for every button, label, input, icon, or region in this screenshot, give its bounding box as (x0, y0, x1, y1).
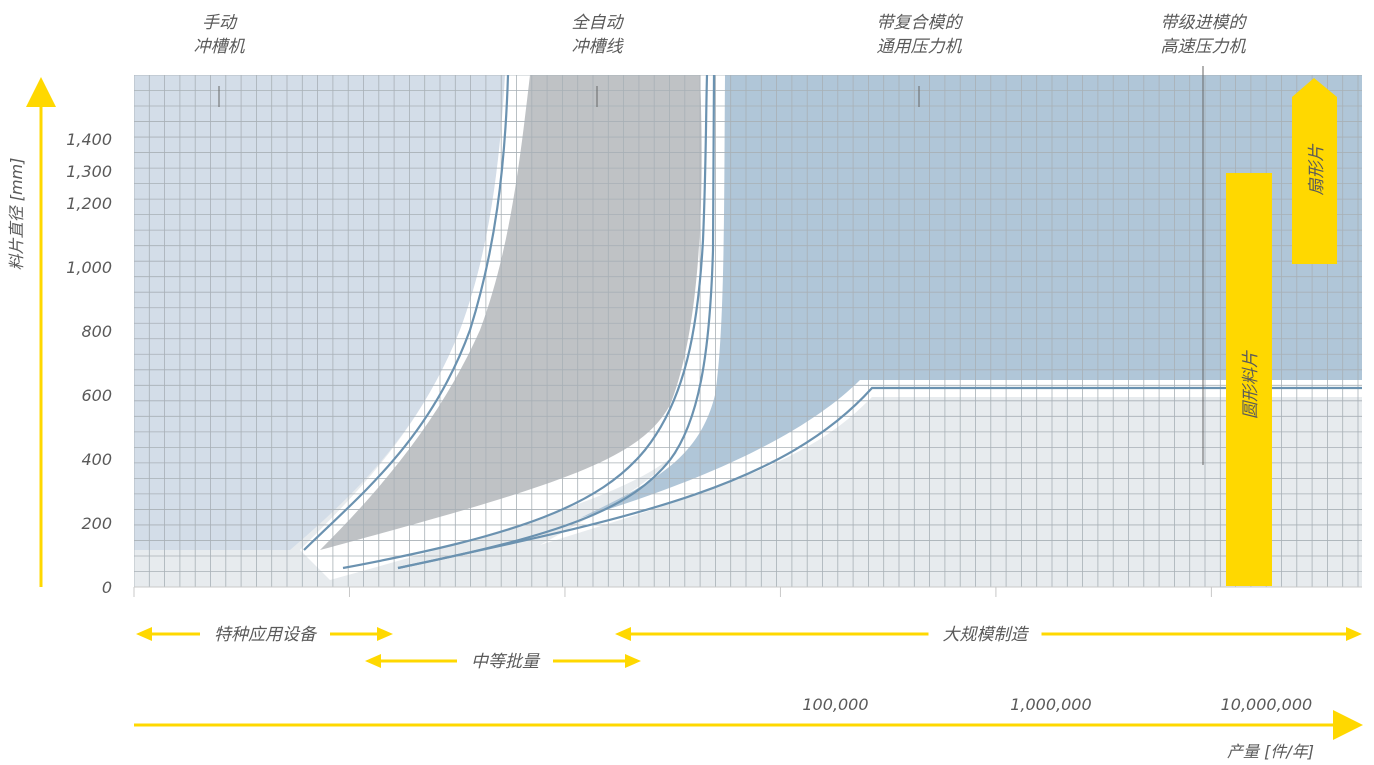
region-label-line: 冲槽线 (572, 37, 625, 57)
range-label: 中等批量 (471, 652, 541, 672)
region-label-line: 手动 (202, 13, 238, 33)
y-tick-label: 1,200 (66, 194, 112, 213)
y-tick-labels: 0 200 400 600 800 1,000 1,200 1,300 1,400 (66, 130, 112, 597)
y-axis-label: 料片直径 [mm] (7, 158, 26, 271)
region-highspeed-lower (360, 397, 1362, 587)
x-axis-label: 产量 [件/年] (1227, 742, 1314, 761)
range-arrow-head (377, 627, 393, 641)
y-tick-label: 1,000 (66, 258, 112, 277)
region-pointers (218, 66, 1204, 465)
range-arrow-head (1346, 627, 1362, 641)
y-tick-label: 600 (81, 386, 112, 405)
y-tick-label: 800 (81, 322, 112, 341)
range-arrow-head (365, 654, 381, 668)
bar-round-label: 圆形料片 (1241, 350, 1261, 419)
x-tick-label: 1,000,000 (1010, 695, 1091, 714)
y-tick-label: 1,300 (66, 162, 112, 181)
region-label-line: 通用压力机 (877, 37, 963, 57)
boundary-curves (303, 74, 1362, 570)
range-arrow-head (615, 627, 631, 641)
y-tick-label: 1,400 (66, 130, 112, 149)
region-label-line: 带级进模的 (1161, 13, 1248, 33)
bar-segment-label: 扇形片 (1307, 144, 1327, 196)
grid-lines (134, 75, 1362, 587)
bar-segment (1292, 78, 1337, 264)
y-tick-label: 200 (81, 514, 112, 533)
range-label: 特种应用设备 (214, 625, 318, 645)
x-tick-marks (133, 587, 1212, 597)
region-auto (320, 75, 702, 550)
x-tick-label: 100,000 (802, 695, 868, 714)
boundary-curve-auto-left (342, 74, 709, 570)
region-universal (580, 75, 1362, 518)
region-label-line: 高速压力机 (1161, 37, 1247, 57)
y-tick-label: 0 (102, 578, 112, 597)
range-arrow-head (136, 627, 152, 641)
range-label: 大规模制造 (943, 625, 1030, 645)
region-label-line: 带复合模的 (877, 13, 964, 33)
region-manual (134, 75, 514, 550)
boundary-curve-manual (303, 74, 510, 551)
y-tick-label: 400 (81, 450, 112, 469)
bar-round-blank (1226, 173, 1272, 586)
boundary-curve-auto-right (397, 74, 716, 570)
region-label-line: 全自动 (572, 13, 625, 33)
plot-area (134, 75, 1362, 587)
x-tick-labels: 100,000 1,000,000 10,000,000 (802, 695, 1312, 714)
range-arrow-head (625, 654, 641, 668)
region-label-line: 冲槽机 (194, 37, 246, 57)
x-tick-label: 10,000,000 (1221, 695, 1313, 714)
boundary-curve-universal (397, 386, 1362, 570)
